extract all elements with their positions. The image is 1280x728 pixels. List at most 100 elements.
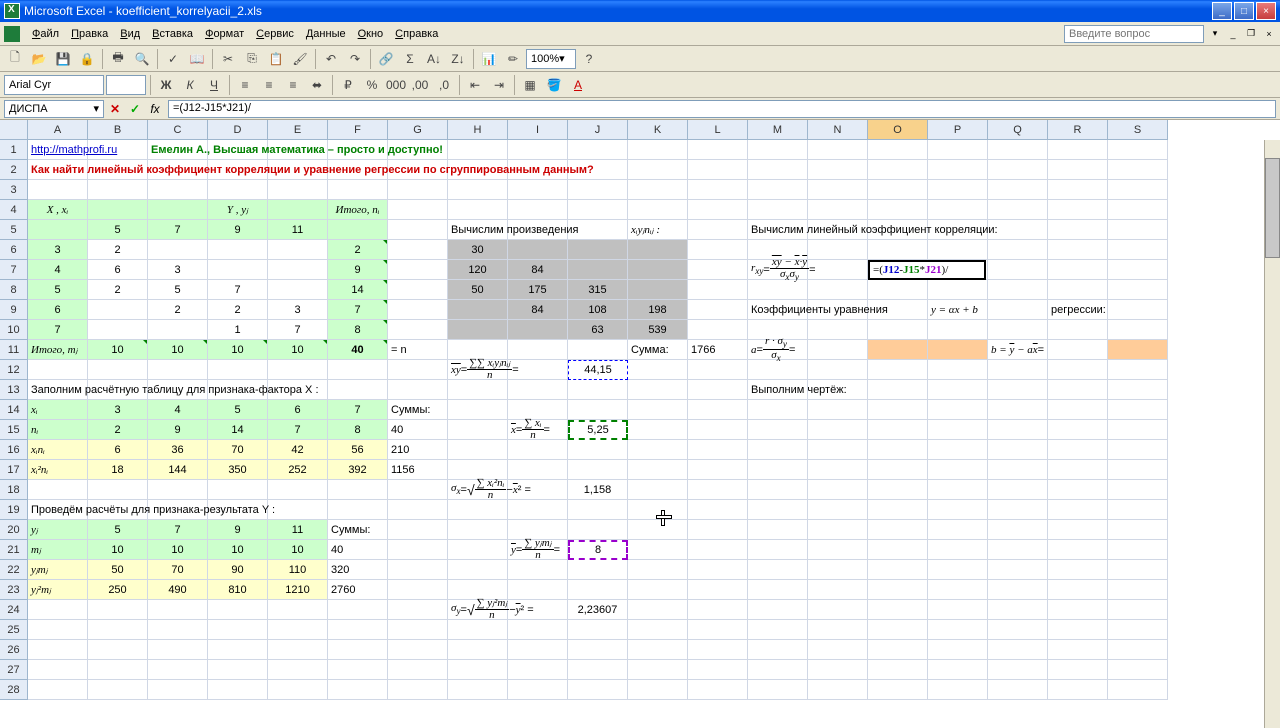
cell-C20[interactable]: 7 [148,520,208,540]
cell-H4[interactable] [448,200,508,220]
bold-icon[interactable]: Ж [155,74,177,96]
format-painter-icon[interactable]: 🖌 [289,48,311,70]
underline-icon[interactable]: Ч [203,74,225,96]
cell-H5[interactable]: Вычислим произведения [448,220,508,240]
cell-G10[interactable] [388,320,448,340]
cell-H27[interactable] [448,660,508,680]
research-icon[interactable]: 📖 [186,48,208,70]
cell-M12[interactable] [748,360,808,380]
cell-D5[interactable]: 9 [208,220,268,240]
cell-E6[interactable] [268,240,328,260]
cell-D15[interactable]: 14 [208,420,268,440]
cell-J20[interactable] [568,520,628,540]
cell-Q25[interactable] [988,620,1048,640]
cell-D22[interactable]: 90 [208,560,268,580]
cell-B12[interactable] [88,360,148,380]
cell-K2[interactable] [628,160,688,180]
cell-L16[interactable] [688,440,748,460]
cell-I18[interactable] [508,480,568,500]
sort-desc-icon[interactable]: Z↓ [447,48,469,70]
cell-E24[interactable] [268,600,328,620]
cell-A1[interactable]: http://mathprofi.ru [28,140,88,160]
cell-Q28[interactable] [988,680,1048,700]
col-header-G[interactable]: G [388,120,448,140]
cell-M1[interactable] [748,140,808,160]
cell-S13[interactable] [1108,380,1168,400]
cell-E25[interactable] [268,620,328,640]
cell-C11[interactable]: 10 [148,340,208,360]
cell-R9[interactable]: регрессии: [1048,300,1108,320]
fill-color-icon[interactable]: 🪣 [543,74,565,96]
cell-P20[interactable] [928,520,988,540]
close-button[interactable]: × [1256,2,1276,20]
cell-P28[interactable] [928,680,988,700]
cell-J17[interactable] [568,460,628,480]
cell-K25[interactable] [628,620,688,640]
cell-M4[interactable] [748,200,808,220]
cell-D28[interactable] [208,680,268,700]
cell-G7[interactable] [388,260,448,280]
cell-R6[interactable] [1048,240,1108,260]
cell-L6[interactable] [688,240,748,260]
cell-N15[interactable] [808,420,868,440]
cell-N18[interactable] [808,480,868,500]
menu-Правка[interactable]: Правка [65,25,114,43]
cell-M5[interactable]: Вычислим линейный коэффициент корреляции… [748,220,808,240]
cell-F17[interactable]: 392 [328,460,388,480]
cell-M14[interactable] [748,400,808,420]
cell-I4[interactable] [508,200,568,220]
cell-I21[interactable]: y = ∑ yⱼmⱼn = [508,540,568,560]
cell-L23[interactable] [688,580,748,600]
cell-O23[interactable] [868,580,928,600]
minimize-button[interactable]: _ [1212,2,1232,20]
font-size-box[interactable] [106,75,146,95]
cell-L7[interactable] [688,260,748,280]
cell-S8[interactable] [1108,280,1168,300]
doc-minimize-button[interactable]: _ [1226,27,1240,41]
cell-N12[interactable] [808,360,868,380]
cell-O14[interactable] [868,400,928,420]
row-header-28[interactable]: 28 [0,680,28,700]
cell-M17[interactable] [748,460,808,480]
cell-H9[interactable] [448,300,508,320]
cell-M11[interactable]: a = r · σyσx = [748,340,808,360]
merge-icon[interactable]: ⬌ [306,74,328,96]
cell-G25[interactable] [388,620,448,640]
app-icon[interactable] [4,26,20,42]
cell-N27[interactable] [808,660,868,680]
cell-L12[interactable] [688,360,748,380]
cell-J15[interactable]: 5,25 [568,420,628,440]
cell-L21[interactable] [688,540,748,560]
cell-I11[interactable] [508,340,568,360]
sort-asc-icon[interactable]: A↓ [423,48,445,70]
percent-icon[interactable]: % [361,74,383,96]
cell-D8[interactable]: 7 [208,280,268,300]
row-header-26[interactable]: 26 [0,640,28,660]
cell-F13[interactable] [328,380,388,400]
cell-O4[interactable] [868,200,928,220]
cell-F12[interactable] [328,360,388,380]
cell-D26[interactable] [208,640,268,660]
cell-P15[interactable] [928,420,988,440]
cell-S6[interactable] [1108,240,1168,260]
cell-H26[interactable] [448,640,508,660]
cell-Q6[interactable] [988,240,1048,260]
cell-H19[interactable] [448,500,508,520]
cell-A21[interactable]: mⱼ [28,540,88,560]
cell-L10[interactable] [688,320,748,340]
cell-E15[interactable]: 7 [268,420,328,440]
row-header-1[interactable]: 1 [0,140,28,160]
cell-P4[interactable] [928,200,988,220]
cell-A14[interactable]: xᵢ [28,400,88,420]
cell-H12[interactable]: xy = ∑∑ xᵢyⱼnᵢⱼn = [448,360,508,380]
cell-P12[interactable] [928,360,988,380]
cell-I12[interactable] [508,360,568,380]
col-header-N[interactable]: N [808,120,868,140]
cell-H22[interactable] [448,560,508,580]
cell-D24[interactable] [208,600,268,620]
col-header-S[interactable]: S [1108,120,1168,140]
drawing-icon[interactable]: ✏ [502,48,524,70]
italic-icon[interactable]: К [179,74,201,96]
cell-P14[interactable] [928,400,988,420]
cell-I15[interactable]: x = ∑ xᵢn = [508,420,568,440]
